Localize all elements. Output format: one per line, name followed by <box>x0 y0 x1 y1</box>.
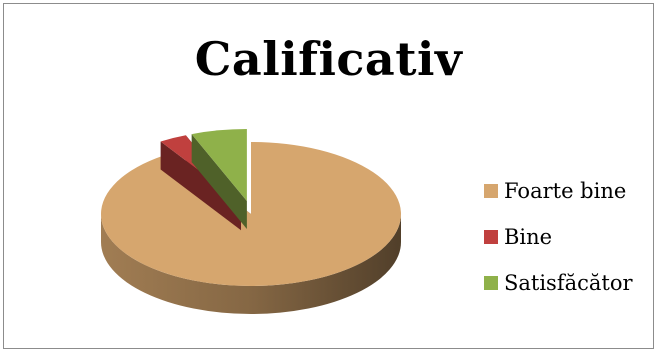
chart-title: Calificativ <box>194 32 463 86</box>
chart-frame: Calificativ Foarte bine Bine Satisfăcător <box>3 3 654 349</box>
pie-slice-side-foarte-bine <box>101 214 401 314</box>
legend-swatch <box>484 230 498 244</box>
legend-item-bine: Bine <box>484 214 633 260</box>
legend-label: Satisfăcător <box>504 271 633 295</box>
legend-item-foarte-bine: Foarte bine <box>484 168 633 214</box>
pie-slice-satisf-c-tor <box>191 129 247 202</box>
legend-label: Bine <box>504 225 553 249</box>
legend-swatch <box>484 276 498 290</box>
pie-slice-edge-bine-0 <box>160 141 242 231</box>
pie-slice-edge-satisf-c-tor-0 <box>191 134 247 230</box>
pie-slice-foarte-bine <box>100 142 402 286</box>
chart-legend: Foarte bine Bine Satisfăcător <box>484 168 633 306</box>
legend-swatch <box>484 184 498 198</box>
legend-item-satisf-c-tor: Satisfăcător <box>484 260 633 306</box>
pie-chart <box>100 129 402 314</box>
legend-label: Foarte bine <box>504 179 627 203</box>
